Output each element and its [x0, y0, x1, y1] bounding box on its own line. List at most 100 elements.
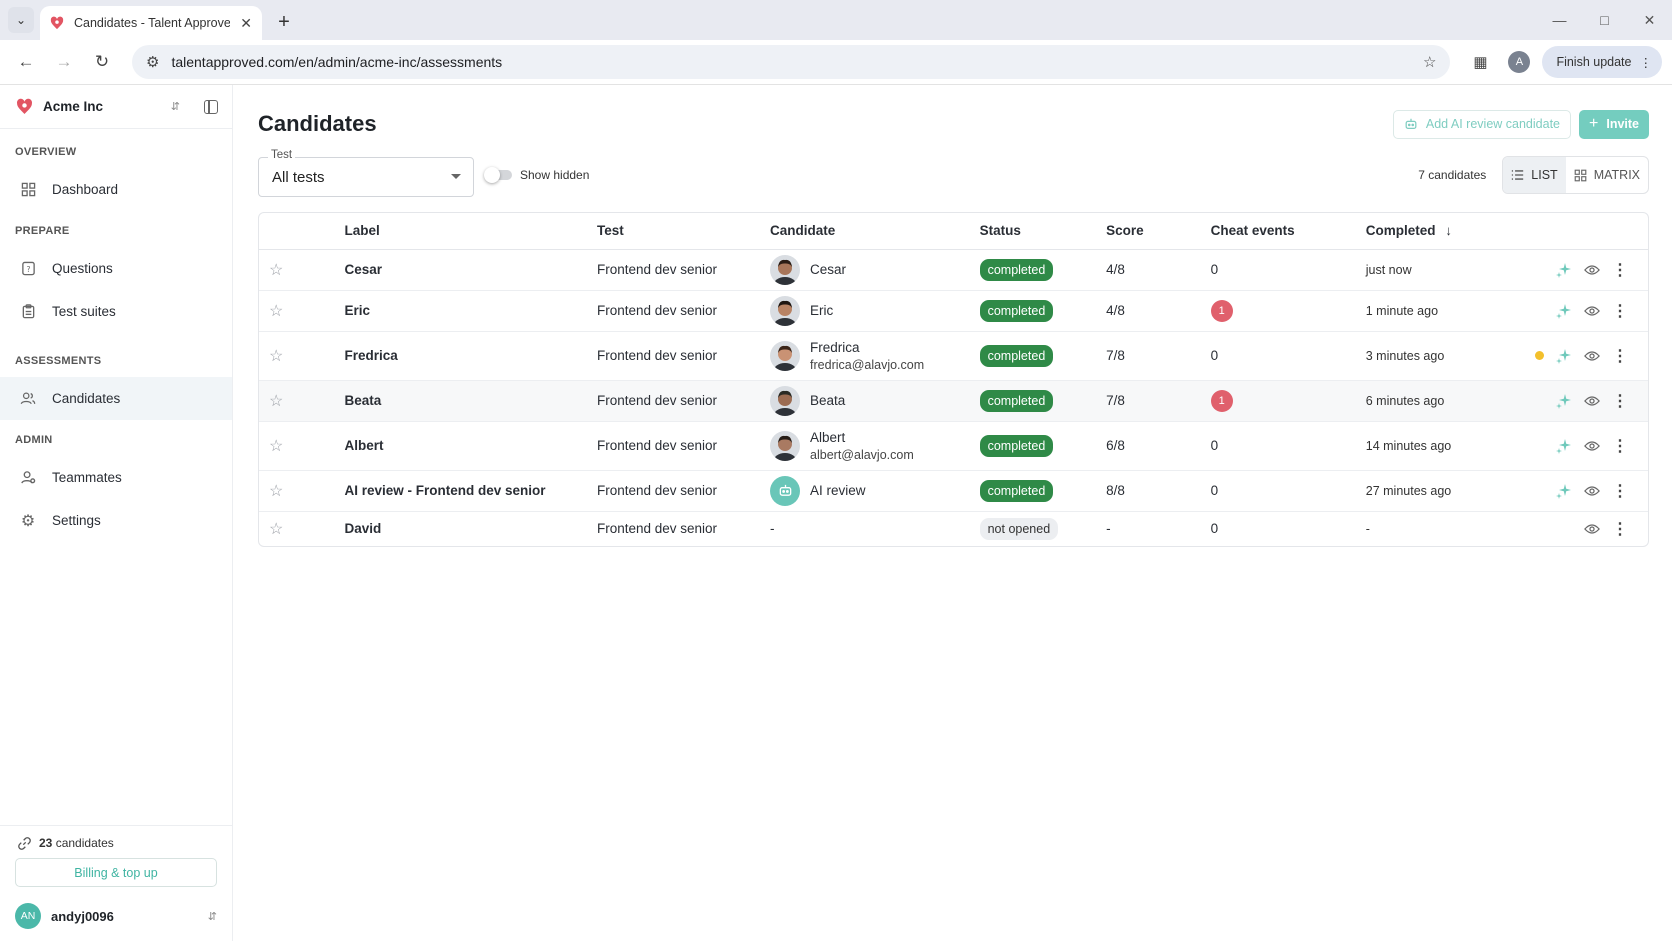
ai-sparkle-icon[interactable]	[1556, 303, 1572, 319]
table-row[interactable]: ☆ Fredrica Frontend dev senior Fredrica fred…	[259, 331, 1648, 381]
cheat-events-badge[interactable]: 1	[1210, 299, 1233, 322]
org-switcher[interactable]: Acme Inc ⇵	[0, 85, 232, 129]
ai-sparkle-icon[interactable]	[1556, 438, 1572, 454]
more-vert-icon[interactable]: ⋮	[1612, 482, 1628, 500]
star-icon[interactable]: ☆	[269, 437, 284, 455]
minimize-icon[interactable]: —	[1552, 12, 1567, 28]
star-icon[interactable]: ☆	[269, 347, 284, 365]
eye-icon[interactable]	[1584, 393, 1600, 409]
browser-tab[interactable]: Candidates - Talent Approved ✕	[40, 6, 262, 40]
table-row[interactable]: ☆ Cesar Frontend dev senior Cesar completed 4…	[259, 249, 1648, 291]
view-list-button[interactable]: LIST	[1503, 157, 1566, 193]
table-row[interactable]: ☆ AI review - Frontend dev senior Frontend…	[259, 470, 1648, 512]
row-label[interactable]: David	[344, 521, 382, 537]
header-actions	[1535, 213, 1648, 250]
candidate-cell: Eric	[770, 295, 980, 326]
view-matrix-button[interactable]: MATRIX	[1566, 157, 1648, 193]
close-tab-icon[interactable]: ✕	[240, 14, 252, 31]
new-tab-button[interactable]: +	[278, 10, 290, 33]
row-actions: ⋮	[1535, 437, 1648, 455]
row-label[interactable]: AI review - Frontend dev senior	[344, 470, 597, 512]
row-label[interactable]: Cesar	[344, 249, 597, 291]
gear-icon: ⚙	[20, 512, 36, 530]
finish-update-button[interactable]: Finish update ⋮	[1542, 46, 1662, 78]
candidate-cell: Albert albert@alavjo.com	[770, 430, 980, 462]
row-test: Frontend dev senior	[596, 470, 771, 512]
row-label[interactable]: Beata	[344, 380, 597, 422]
header-actions: Add AI review candidate + Invite	[1392, 109, 1649, 139]
header-label[interactable]: Label	[344, 213, 597, 250]
star-icon[interactable]: ☆	[269, 302, 284, 320]
table-row[interactable]: ☆ David Frontend dev senior - not opened - 0 - ⋮	[259, 511, 1648, 546]
chevron-updown-icon: ⇵	[170, 101, 180, 113]
more-vert-icon[interactable]: ⋮	[1612, 261, 1628, 279]
header-favorite	[259, 213, 345, 250]
tab-list-button[interactable]: ⌄	[8, 7, 34, 33]
forward-button[interactable]: →	[48, 46, 80, 78]
row-completed: 1 minute ago	[1365, 290, 1535, 332]
sidebar-item-teammates[interactable]: Teammates	[0, 456, 232, 499]
header-test[interactable]: Test	[596, 213, 771, 250]
invite-button[interactable]: + Invite	[1579, 109, 1649, 139]
billing-top-up-button[interactable]: Billing & top up	[15, 858, 217, 887]
row-label[interactable]: Albert	[344, 421, 597, 471]
more-vert-icon[interactable]: ⋮	[1612, 392, 1628, 410]
eye-icon[interactable]	[1584, 262, 1600, 278]
table-row[interactable]: ☆ Eric Frontend dev senior Eric completed 4/8…	[259, 290, 1648, 332]
star-icon[interactable]: ☆	[269, 520, 284, 538]
table-row[interactable]: ☆ Albert Frontend dev senior Albert albert@a…	[259, 421, 1648, 471]
more-vert-icon[interactable]: ⋮	[1612, 302, 1628, 320]
header-candidate[interactable]: Candidate	[770, 213, 980, 250]
more-vert-icon[interactable]: ⋮	[1612, 347, 1628, 365]
show-hidden-toggle[interactable]: Show hidden	[484, 167, 589, 183]
candidate-avatar	[770, 254, 801, 285]
ai-sparkle-icon[interactable]	[1556, 483, 1572, 499]
eye-icon[interactable]	[1584, 483, 1600, 499]
extensions-icon[interactable]: ▦	[1473, 54, 1488, 71]
more-vert-icon[interactable]: ⋮	[1612, 520, 1628, 538]
eye-icon[interactable]	[1584, 521, 1600, 537]
page-header: Candidates Add AI review candidate + Inv…	[258, 109, 1649, 139]
header-score[interactable]: Score	[1106, 213, 1211, 250]
add-ai-review-candidate-button[interactable]: Add AI review candidate	[1392, 109, 1571, 139]
eye-icon[interactable]	[1584, 438, 1600, 454]
invite-label: Invite	[1606, 117, 1639, 131]
sidebar-item-label: Settings	[52, 513, 101, 528]
candidates-table-body: ☆ Cesar Frontend dev senior Cesar completed 4…	[259, 249, 1648, 546]
back-button[interactable]: ←	[10, 46, 42, 78]
row-label[interactable]: Eric	[344, 290, 597, 332]
header-status[interactable]: Status	[979, 213, 1107, 250]
maximize-icon[interactable]: □	[1600, 12, 1609, 28]
sidebar-item-settings[interactable]: ⚙ Settings	[0, 499, 232, 542]
sidebar-collapse-icon[interactable]	[204, 99, 218, 114]
row-label[interactable]: Fredrica	[344, 331, 597, 381]
unread-dot-icon	[1535, 351, 1544, 360]
sidebar-item-questions[interactable]: ? Questions	[0, 247, 232, 290]
table-row[interactable]: ☆ Beata Frontend dev senior Beata completed 7…	[259, 380, 1648, 422]
header-cheat-events[interactable]: Cheat events	[1210, 213, 1366, 250]
sidebar-item-dashboard[interactable]: Dashboard	[0, 168, 232, 211]
ai-sparkle-icon[interactable]	[1556, 262, 1572, 278]
cheat-events-value: 0	[1210, 438, 1219, 453]
more-vert-icon[interactable]: ⋮	[1612, 437, 1628, 455]
site-settings-icon[interactable]: ⚙	[146, 54, 160, 71]
close-window-icon[interactable]: ✕	[1643, 11, 1656, 28]
reload-button[interactable]: ↻	[86, 46, 118, 78]
sidebar-item-candidates[interactable]: Candidates	[0, 377, 232, 420]
star-icon[interactable]: ☆	[269, 261, 284, 279]
sidebar-item-test-suites[interactable]: Test suites	[0, 290, 232, 333]
bookmark-star-icon[interactable]: ☆	[1422, 54, 1437, 71]
star-icon[interactable]: ☆	[269, 392, 284, 410]
header-completed[interactable]: Completed ↓	[1365, 213, 1535, 250]
cheat-events-badge[interactable]: 1	[1210, 389, 1233, 412]
star-icon[interactable]: ☆	[269, 482, 284, 500]
ai-sparkle-icon[interactable]	[1556, 348, 1572, 364]
test-filter-select[interactable]: Test All tests	[258, 149, 474, 197]
profile-avatar[interactable]: A	[1508, 51, 1531, 73]
ai-sparkle-icon[interactable]	[1556, 393, 1572, 409]
address-bar[interactable]: ⚙ talentapproved.com/en/admin/acme-inc/a…	[132, 45, 1451, 79]
eye-icon[interactable]	[1584, 303, 1600, 319]
candidate-name: Beata	[810, 393, 846, 408]
user-menu[interactable]: AN andyj0096 ⇵	[15, 903, 217, 929]
eye-icon[interactable]	[1584, 348, 1600, 364]
